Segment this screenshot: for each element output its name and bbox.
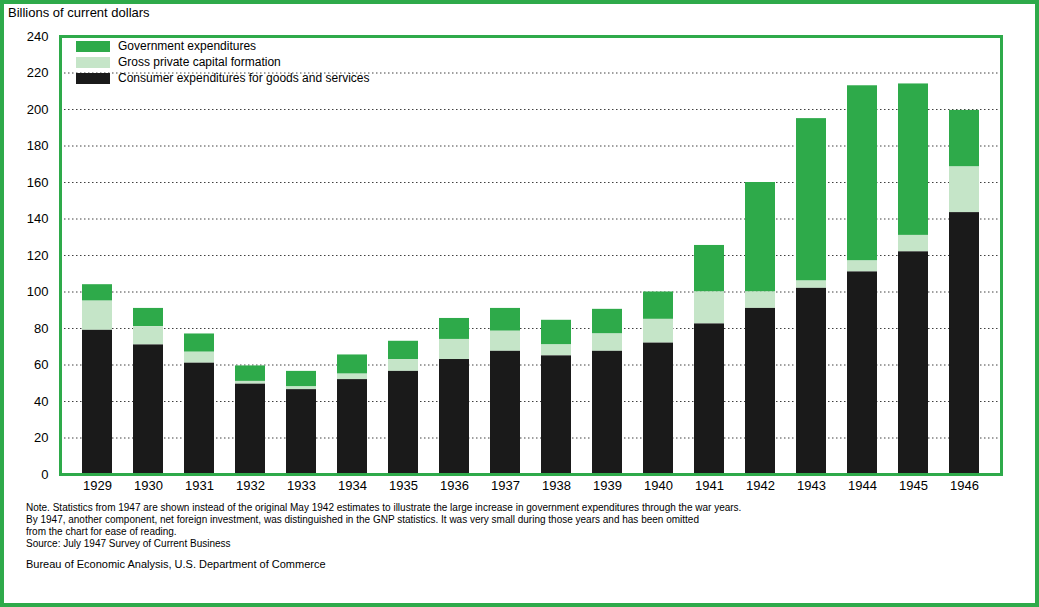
html-text:By 1947, another component, ne: By 1947, another component, net foreign … — [26, 514, 699, 525]
svg-text:100: 100 — [27, 284, 49, 299]
svg-text:180: 180 — [27, 138, 49, 153]
svg-text:1932: 1932 — [236, 478, 265, 493]
svg-text:1944: 1944 — [848, 478, 877, 493]
svg-text:1942: 1942 — [746, 478, 775, 493]
svg-text:1946: 1946 — [950, 478, 979, 493]
svg-text:0: 0 — [41, 467, 48, 482]
svg-text:80: 80 — [34, 321, 48, 336]
html-text:from the chart for ease of rea: from the chart for ease of reading. — [26, 526, 177, 537]
svg-text:1935: 1935 — [389, 478, 418, 493]
html-text:Government expenditures: Government expenditures — [118, 39, 257, 53]
svg-text:1933: 1933 — [287, 478, 316, 493]
svg-text:1938: 1938 — [542, 478, 571, 493]
svg-text:60: 60 — [34, 357, 48, 372]
svg-text:200: 200 — [27, 102, 49, 117]
svg-text:1939: 1939 — [593, 478, 622, 493]
html-text:Consumer expenditures for good: Consumer expenditures for goods and serv… — [118, 71, 370, 85]
svg-text:220: 220 — [27, 65, 49, 80]
svg-text:1930: 1930 — [134, 478, 163, 493]
svg-text:1936: 1936 — [440, 478, 469, 493]
svg-text:240: 240 — [27, 29, 49, 44]
html-text:Source: July 1947 Survey of Cu: Source: July 1947 Survey of Current Busi… — [26, 538, 231, 549]
svg-text:1941: 1941 — [695, 478, 724, 493]
svg-text:20: 20 — [34, 430, 48, 445]
svg-text:1931: 1931 — [185, 478, 214, 493]
html-text:Billions of current dollars: Billions of current dollars — [8, 5, 150, 20]
html-text:Note. Statistics from 1947 are: Note. Statistics from 1947 are shown ins… — [26, 502, 742, 513]
svg-text:1929: 1929 — [83, 478, 112, 493]
svg-text:140: 140 — [27, 211, 49, 226]
svg-text:1945: 1945 — [899, 478, 928, 493]
html-text:Bureau of Economic Analysis, U: Bureau of Economic Analysis, U.S. Depart… — [26, 558, 326, 570]
svg-text:1937: 1937 — [491, 478, 520, 493]
svg-text:40: 40 — [34, 394, 48, 409]
svg-text:160: 160 — [27, 175, 49, 190]
svg-text:1934: 1934 — [338, 478, 367, 493]
html-text:Gross private capital formatio: Gross private capital formation — [118, 55, 281, 69]
svg-text:1943: 1943 — [797, 478, 826, 493]
svg-text:120: 120 — [27, 248, 49, 263]
svg-text:1940: 1940 — [644, 478, 673, 493]
